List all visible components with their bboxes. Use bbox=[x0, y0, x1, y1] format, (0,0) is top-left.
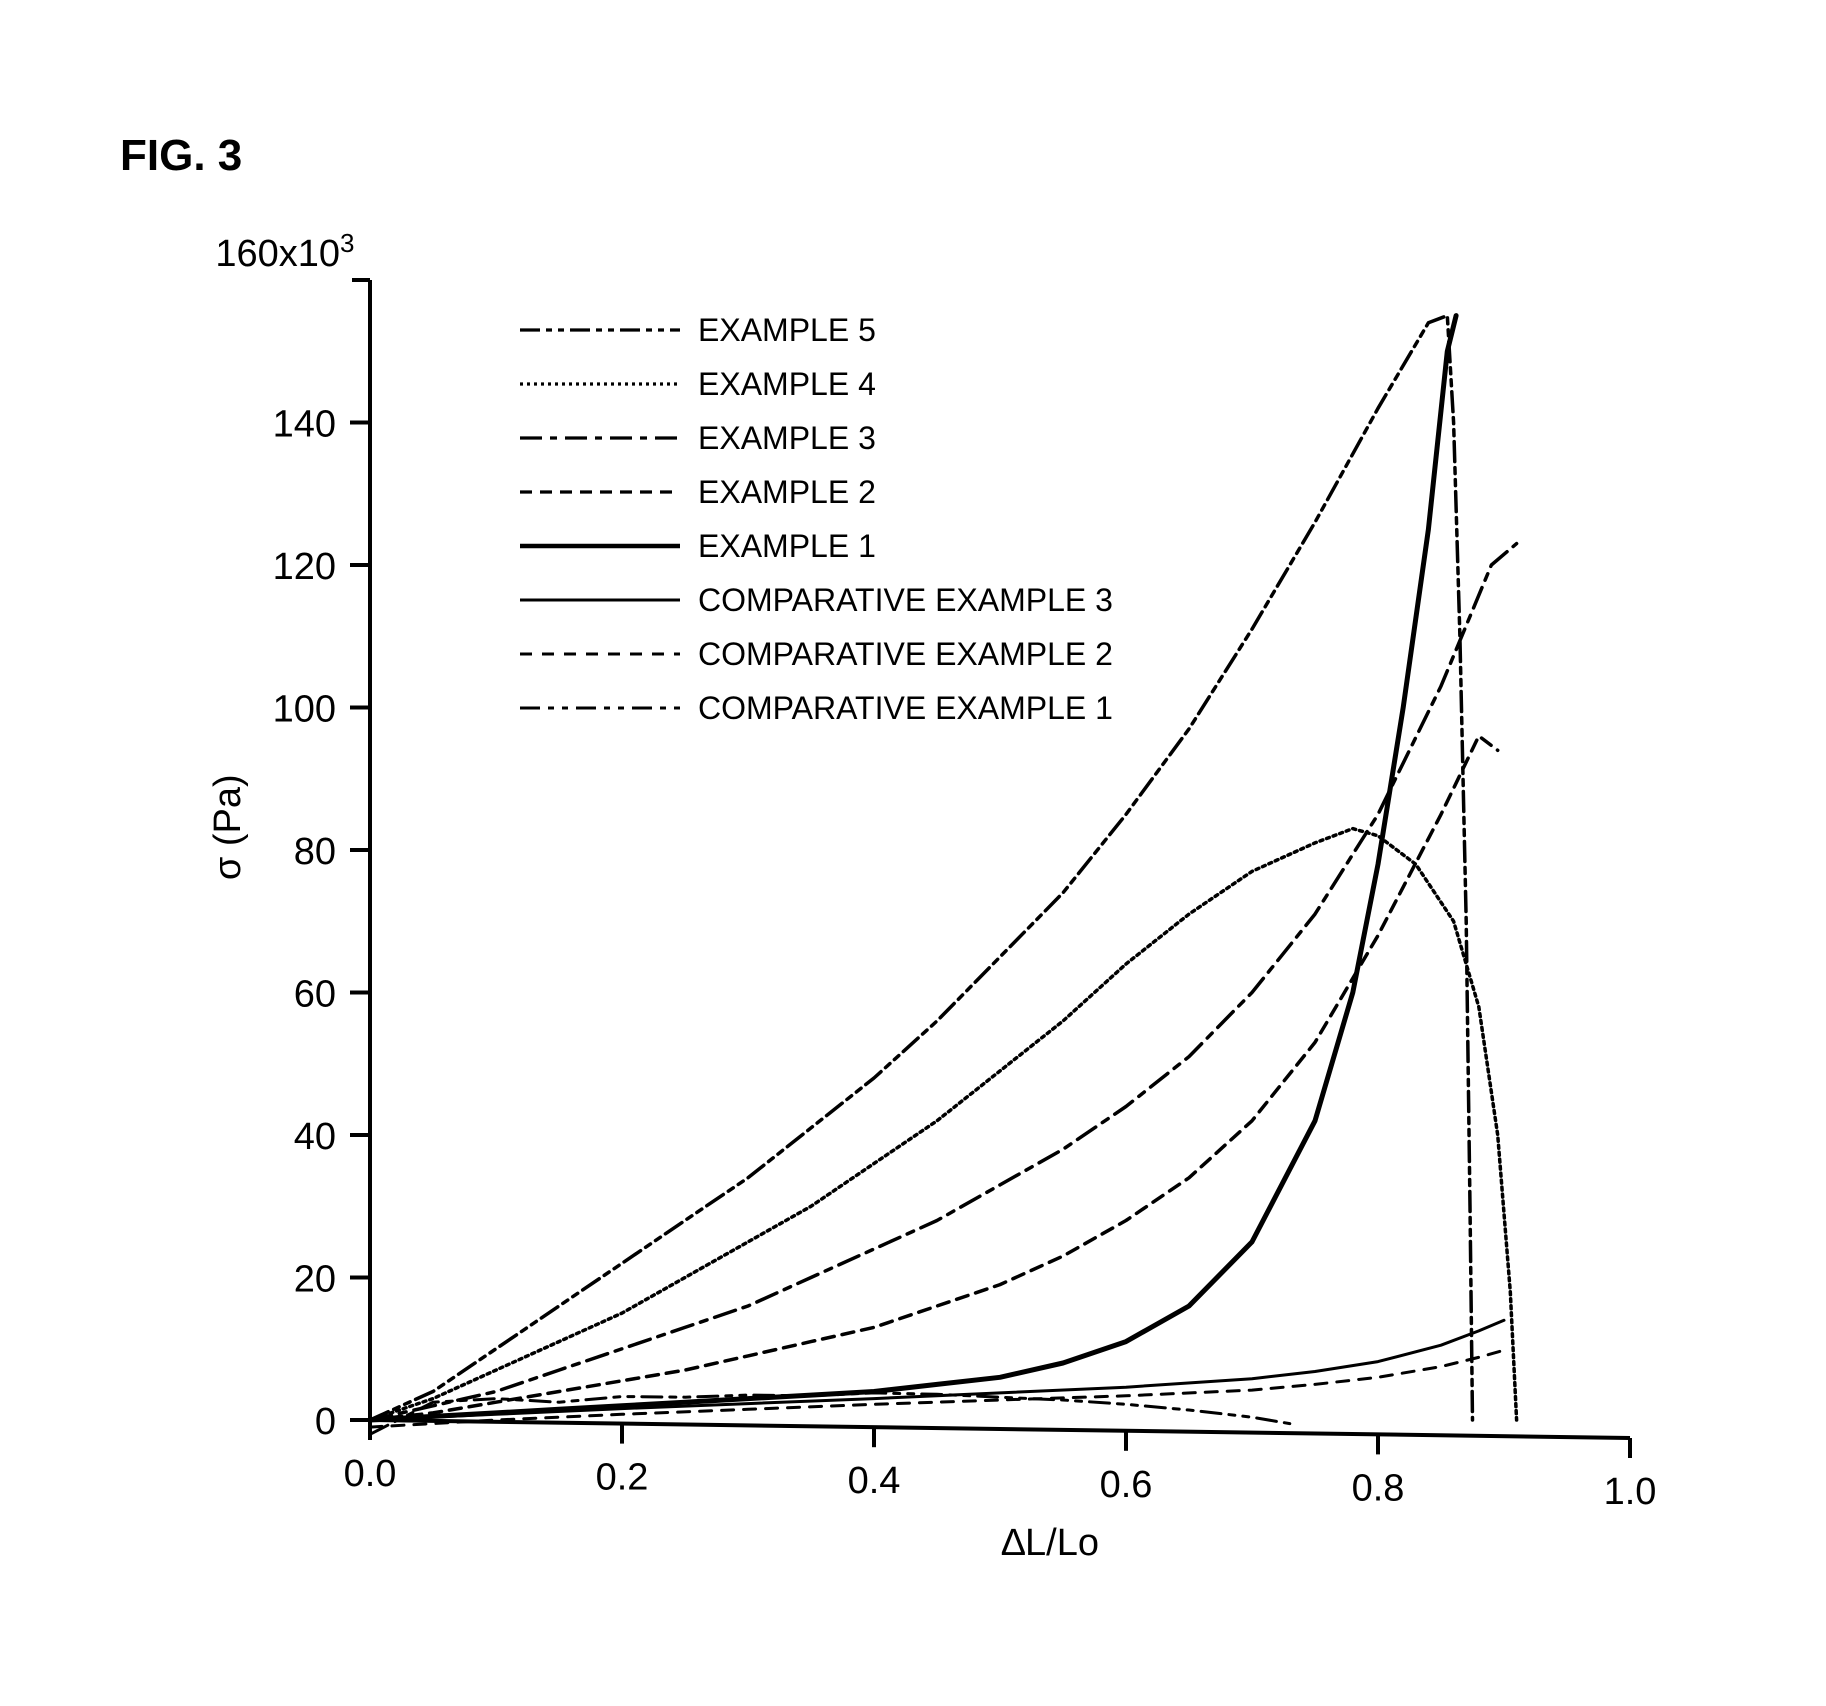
y-tick-label: 40 bbox=[294, 1116, 336, 1158]
x-tick-label: 0.0 bbox=[344, 1453, 397, 1495]
x-tick-label: 1.0 bbox=[1604, 1471, 1657, 1513]
legend-label: COMPARATIVE EXAMPLE 2 bbox=[698, 636, 1113, 672]
legend-label: EXAMPLE 3 bbox=[698, 420, 876, 456]
legend-label: COMPARATIVE EXAMPLE 3 bbox=[698, 582, 1113, 618]
chart-container: FIG. 3 0 20 40 60 80 100 120 140 160x103 0.0 0.2 0.4… bbox=[0, 0, 1826, 1706]
legend-label: EXAMPLE 4 bbox=[698, 366, 876, 402]
series-ex4 bbox=[370, 829, 1517, 1420]
figure-label: FIG. 3 bbox=[120, 131, 242, 180]
y-tick-label: 80 bbox=[294, 831, 336, 873]
y-multiplier-exp: 3 bbox=[340, 228, 354, 258]
series-ce2 bbox=[370, 1350, 1504, 1427]
series-ex5 bbox=[370, 316, 1473, 1420]
y-tick-label: 0 bbox=[315, 1401, 336, 1443]
y-axis-label: σ (Pa) bbox=[207, 774, 249, 880]
x-axis bbox=[370, 1420, 1630, 1438]
series-ce3 bbox=[370, 1320, 1504, 1420]
x-tick-label: 0.2 bbox=[596, 1457, 649, 1499]
y-tick-label: 140 bbox=[273, 404, 336, 446]
y-tick-label: 60 bbox=[294, 974, 336, 1016]
x-axis-label: ∆L/Lo bbox=[1002, 1522, 1099, 1564]
y-tick-label: 100 bbox=[273, 689, 336, 731]
legend-label: EXAMPLE 2 bbox=[698, 474, 876, 510]
series-ex1 bbox=[370, 316, 1456, 1420]
x-tick-label: 0.6 bbox=[1100, 1464, 1153, 1506]
y-tick-label: 20 bbox=[294, 1259, 336, 1301]
series-ex3 bbox=[370, 544, 1517, 1420]
legend-label: EXAMPLE 5 bbox=[698, 312, 876, 348]
x-tick-label: 0.4 bbox=[848, 1460, 901, 1502]
x-tick-label: 0.8 bbox=[1352, 1467, 1405, 1509]
legend-label: EXAMPLE 1 bbox=[698, 528, 876, 564]
y-tick-label: 120 bbox=[273, 546, 336, 588]
chart-svg: FIG. 3 0 20 40 60 80 100 120 140 160x103 0.0 0.2 0.4… bbox=[0, 0, 1826, 1706]
legend-label: COMPARATIVE EXAMPLE 1 bbox=[698, 690, 1113, 726]
y-multiplier: 160x10 bbox=[215, 233, 340, 275]
